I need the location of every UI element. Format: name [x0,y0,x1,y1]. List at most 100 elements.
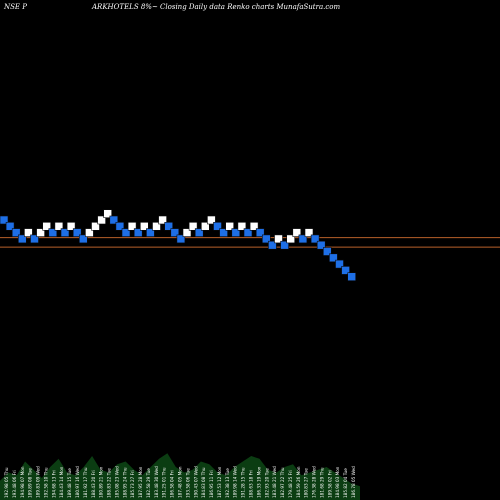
bottom-label-24: 190.43 07 Wed [193,466,198,498]
bottom-label-40: 181.68 29 Thu [320,467,325,498]
bottom-label-23: 193.58 06 Tue [185,468,190,498]
renko-brick-33 [201,222,210,231]
renko-brick-20 [121,228,131,237]
renko-brick-35 [213,222,222,231]
bottom-label-32: 186.33 19 Mon [256,466,261,498]
renko-brick-23 [140,222,149,231]
renko-brick-11 [66,222,76,231]
renko-brick-50 [304,228,314,237]
renko-brick-42 [255,228,265,237]
renko-brick-55 [335,259,344,269]
bottom-label-20: 191.25 01 Thu [162,467,167,498]
volume-area-path [0,453,360,500]
renko-brick-46 [280,240,289,250]
bottom-label-42: 184.98 03 Mon [335,466,340,498]
renko-brick-41 [249,222,259,231]
renko-brick-54 [329,253,338,263]
chart-title: ARKHOTELS 8%~ Closing Daily data Renko c… [92,3,341,11]
renko-brick-31 [188,222,198,231]
bottom-label-3: 189.89 08 Tue [28,468,33,498]
renko-brick-14 [85,228,94,237]
bottom-label-18: 182.58 29 Tue [146,468,151,498]
bottom-label-39: 176.38 28 Wed [312,466,317,498]
renko-brick-30 [182,228,192,237]
bottom-label-41: 189.58 02 Fri [327,470,332,498]
renko-brick-36 [219,228,228,237]
renko-brick-4 [24,228,33,237]
bottom-label-5: 192.58 10 Thu [43,467,48,498]
bottom-label-38: 180.83 27 Tue [304,468,309,498]
bottom-label-1: 193.48 06 Fri [12,470,17,498]
renko-brick-3 [17,234,27,244]
bottom-label-21: 186.58 04 Fri [170,470,175,498]
renko-brick-12 [72,228,82,237]
renko-brick-5 [30,234,39,244]
renko-brick-32 [194,228,204,237]
renko-brick-25 [152,222,161,231]
bottom-label-43: 185.82 04 Tue [343,468,348,498]
renko-brick-48 [292,228,302,237]
renko-brick-27 [164,222,173,231]
renko-brick-7 [42,222,52,231]
renko-brick-57 [347,272,357,282]
bottom-label-7: 184.43 14 Mon [59,466,64,498]
renko-brick-37 [225,222,234,231]
bottom-label-16: 185.73 27 Fri [130,470,135,498]
bottom-label-22: 187.48 05 Mon [178,466,183,498]
renko-brick-9 [54,222,64,231]
bottom-label-31: 188.63 18 Fri [249,470,254,498]
renko-brick-6 [36,228,45,237]
renko-brick-49 [298,234,308,244]
bottom-label-8: 189.48 15 Tue [67,468,72,498]
renko-bricks [0,209,357,282]
renko-brick-10 [60,228,70,237]
renko-brick-17 [103,209,112,218]
bottom-label-14: 185.08 23 Wed [114,466,119,498]
bottom-label-36: 179.48 25 Fri [288,470,293,498]
bottom-label-27: 187.53 12 Mon [217,466,222,498]
volume-area [0,453,360,500]
bottom-label-6: 194.68 13 Fri [51,470,56,498]
renko-brick-13 [79,234,88,244]
renko-brick-0 [0,215,9,225]
renko-brick-39 [237,222,247,231]
bottom-label-11: 188.43 20 Fri [91,470,96,498]
bottom-label-17: 187.95 28 Mon [138,466,143,498]
renko-brick-53 [322,247,332,256]
renko-brick-40 [243,228,253,237]
exchange-prefix: NSE P [4,3,27,11]
bottom-label-13: 188.83 22 Tue [107,468,112,498]
renko-brick-45 [274,234,283,244]
bottom-label-33: 182.93 20 Tue [264,468,269,498]
bottom-label-29: 189.98 14 Wed [233,466,238,498]
renko-brick-2 [11,228,21,237]
renko-brick-47 [286,234,296,244]
renko-brick-38 [231,228,241,237]
renko-brick-21 [127,222,137,231]
bottom-label-25: 184.83 08 Thu [201,467,206,498]
date-price-labels: 192.98 05 Thu 193.48 06 Fri 194.98 07 Mon 1… [4,466,356,498]
renko-brick-51 [310,234,320,244]
renko-brick-56 [341,266,350,275]
bottom-label-12: 180.89 21 Mon [99,466,104,498]
bottom-label-19: 183.48 30 Wed [154,466,159,498]
bottom-label-44: 186.78 05 Wed [351,466,356,498]
bottom-label-34: 183.48 21 Wed [272,466,277,498]
renko-brick-22 [133,228,143,237]
renko-brick-24 [146,228,155,237]
renko-brick-28 [170,228,180,237]
bottom-label-15: 188.95 24 Thu [122,467,127,498]
bottom-label-28: 192.38 13 Tue [225,468,230,498]
bottom-label-9: 180.97 16 Wed [75,466,80,498]
renko-brick-34 [207,215,216,225]
renko-brick-26 [158,215,167,225]
reference-lines [0,237,500,248]
renko-brick-29 [176,234,186,244]
renko-brick-16 [97,215,106,225]
bottom-label-4: 189.83 09 Wed [36,466,41,498]
renko-brick-44 [268,240,277,250]
renko-brick-8 [48,228,58,237]
bottom-label-37: 184.59 26 Mon [296,466,301,498]
renko-brick-1 [5,222,15,231]
